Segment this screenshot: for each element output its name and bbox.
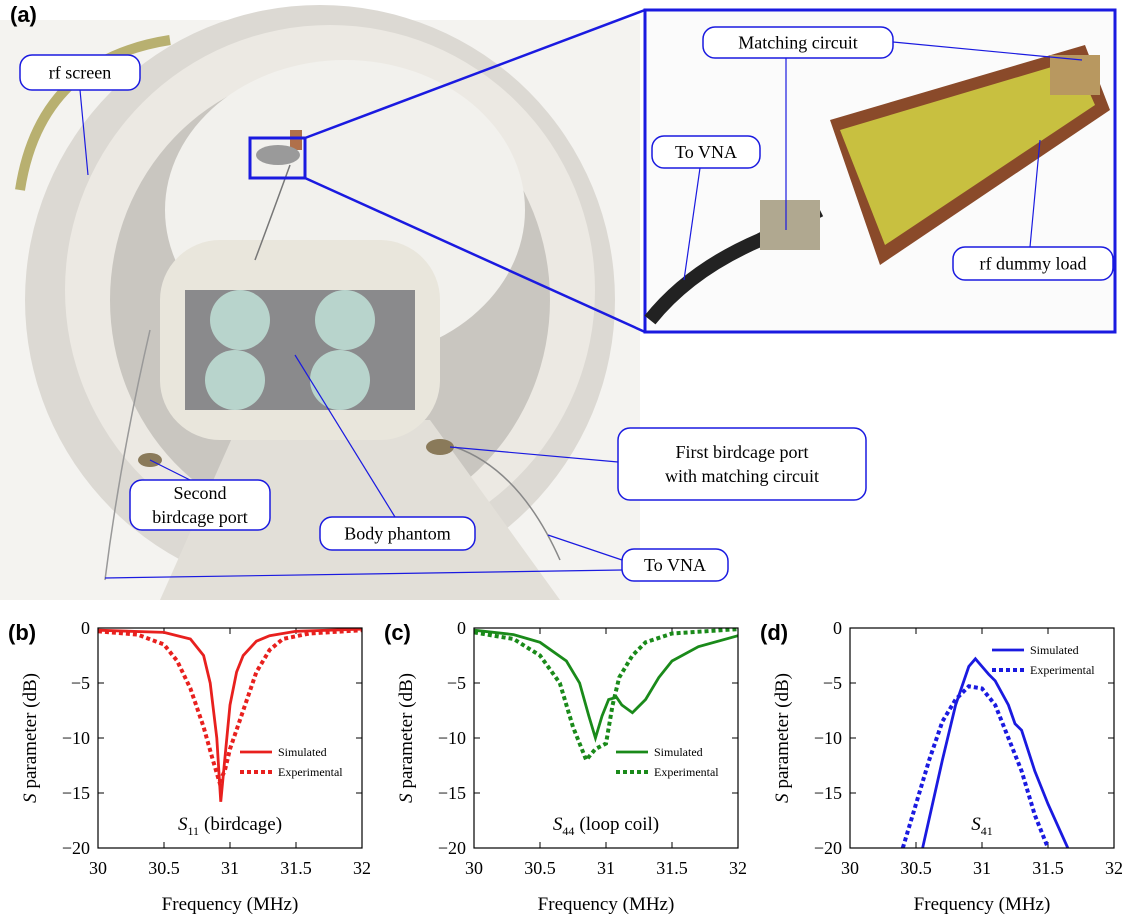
y-tick-label: −5 (447, 673, 466, 693)
annotation-subscript: 11 (187, 824, 199, 838)
y-tick-label: −10 (62, 728, 90, 748)
annotation-symbol: S (178, 814, 188, 835)
y-tick-label: −20 (62, 838, 90, 858)
x-tick-label: 31 (221, 858, 239, 878)
y-tick-label: −5 (823, 673, 842, 693)
panel-label: (b) (8, 620, 36, 645)
x-tick-label: 31.5 (1032, 858, 1064, 878)
y-tick-label: 0 (457, 618, 466, 638)
y-tick-label: −20 (438, 838, 466, 858)
legend-label: Simulated (654, 745, 703, 759)
annotation: S41 (971, 814, 993, 838)
legend-label: Simulated (1030, 643, 1079, 657)
callout-text: rf screen (49, 63, 111, 83)
x-tick-label: 31 (973, 858, 991, 878)
y-tick-label: −10 (814, 728, 842, 748)
panel-label: (c) (384, 620, 411, 645)
y-tick-label: −20 (814, 838, 842, 858)
panel-label: (d) (760, 620, 788, 645)
photo (0, 5, 645, 600)
legend-label: Experimental (278, 765, 343, 779)
panel-label: (a) (10, 2, 37, 27)
annotation-symbol: S (971, 814, 981, 835)
x-tick-label: 31.5 (656, 858, 688, 878)
x-tick-label: 32 (729, 858, 747, 878)
series-line (923, 659, 1068, 848)
annotation: S11 (birdcage) (178, 814, 282, 838)
y-tick-label: −15 (62, 783, 90, 803)
x-tick-label: 32 (353, 858, 371, 878)
figure: (a) rf screen Matching circuit To VNA rf du… (0, 0, 1130, 918)
x-axis-label: Frequency (MHz) (538, 894, 675, 915)
x-tick-label: 32 (1105, 858, 1123, 878)
y-tick-label: −5 (71, 673, 90, 693)
callout-text: First birdcage port (676, 442, 809, 462)
y-axis-label: Sparameter (dB) (772, 673, 793, 803)
y-axis-symbol: S (396, 793, 417, 803)
y-axis-label-text: parameter (dB) (396, 673, 417, 789)
x-tick-label: 30 (841, 858, 859, 878)
y-tick-label: −15 (814, 783, 842, 803)
y-tick-label: −15 (438, 783, 466, 803)
x-tick-label: 30 (89, 858, 107, 878)
y-tick-label: 0 (833, 618, 842, 638)
callout-box (618, 428, 866, 500)
callout-text: birdcage port (152, 507, 247, 527)
y-tick-label: −10 (438, 728, 466, 748)
legend-label: Experimental (1030, 663, 1095, 677)
callout-text: Body phantom (344, 524, 451, 544)
callout-text: rf dummy load (980, 254, 1087, 274)
callout-text: with matching circuit (665, 466, 819, 486)
x-tick-label: 31 (597, 858, 615, 878)
callout-text: To VNA (644, 555, 706, 575)
annotation-symbol: S (553, 814, 563, 835)
x-tick-label: 30.5 (900, 858, 932, 878)
callout-text: To VNA (675, 142, 737, 162)
series-line (474, 630, 738, 738)
y-axis-label: Sparameter (dB) (20, 673, 41, 803)
x-tick-label: 30.5 (148, 858, 180, 878)
y-axis-symbol: S (20, 793, 41, 803)
annotation-text: (loop coil) (579, 814, 659, 835)
y-axis-label-text: parameter (dB) (772, 673, 793, 789)
y-axis-symbol: S (772, 793, 793, 803)
callout-text: Second (174, 483, 227, 503)
callout-text: Matching circuit (738, 33, 857, 53)
y-axis-label: Sparameter (dB) (396, 673, 417, 803)
y-axis-label-text: parameter (dB) (20, 673, 41, 789)
y-tick-label: 0 (81, 618, 90, 638)
plot-frame (850, 628, 1114, 848)
x-tick-label: 30 (465, 858, 483, 878)
annotation-subscript: 44 (562, 824, 574, 838)
x-axis-label: Frequency (MHz) (162, 894, 299, 915)
legend-label: Experimental (654, 765, 719, 779)
annotation: S44 (loop coil) (553, 814, 659, 838)
annotation-subscript: 41 (981, 824, 993, 838)
x-tick-label: 31.5 (280, 858, 312, 878)
legend-label: Simulated (278, 745, 327, 759)
annotation-text: (birdcage) (204, 814, 282, 835)
x-axis-label: Frequency (MHz) (914, 894, 1051, 915)
series-line (474, 629, 738, 760)
x-tick-label: 30.5 (524, 858, 556, 878)
